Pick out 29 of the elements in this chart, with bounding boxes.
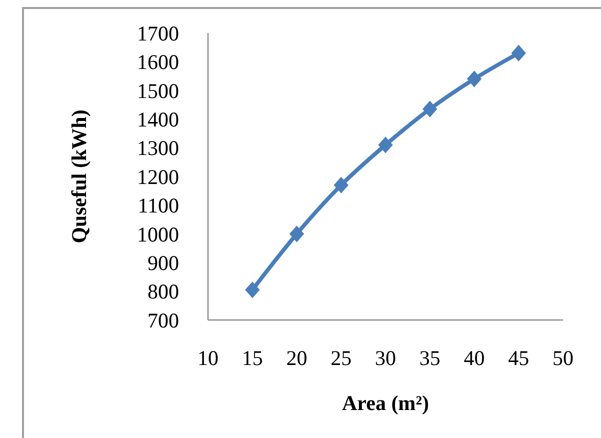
x-tick-label: 15 (242, 346, 263, 370)
point (466, 70, 482, 88)
point (378, 136, 393, 154)
y-axis-title: Quseful (kWh) (67, 110, 91, 244)
y-tick-label: 900 (148, 250, 179, 275)
y-tick-label: 700 (148, 308, 179, 332)
y-tick-label: 1200 (137, 164, 179, 189)
x-tick-label: 10 (198, 346, 218, 370)
x-tick-label: 35 (419, 346, 440, 370)
y-tick-label: 1400 (137, 107, 179, 132)
x-tick-label: 25 (330, 346, 352, 370)
point (245, 282, 260, 298)
x-axis-title: Area (m²) (342, 391, 429, 415)
point (289, 226, 304, 242)
y-tick-label: 800 (148, 280, 179, 304)
point (422, 100, 438, 118)
x-tick-label: 50 (552, 346, 574, 370)
y-tick-label: 1500 (137, 78, 179, 103)
x-tick-label: 40 (464, 346, 485, 370)
y-tick-label: 1700 (137, 21, 179, 46)
point (511, 44, 526, 62)
y-tick-label: 1100 (138, 194, 179, 218)
y-tick-label: 1000 (137, 222, 179, 246)
x-tick-label: 20 (286, 346, 308, 370)
x-tick-label: 30 (375, 346, 396, 370)
y-tick-label: 1600 (137, 50, 179, 74)
x-tick-label: 45 (508, 346, 530, 370)
point (334, 176, 348, 194)
y-tick-label: 1300 (137, 136, 179, 160)
